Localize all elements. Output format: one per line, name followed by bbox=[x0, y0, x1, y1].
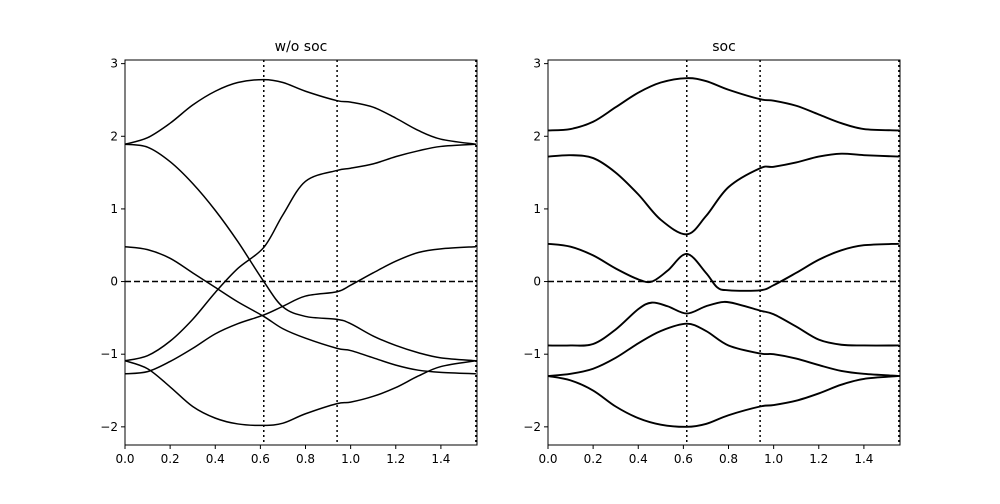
x-tick-label: 1.0 bbox=[341, 452, 360, 466]
x-tick-label: 0.4 bbox=[206, 452, 225, 466]
x-tick-label: 1.4 bbox=[854, 452, 873, 466]
x-tick-label: 1.4 bbox=[431, 452, 450, 466]
x-tick-label: 0.6 bbox=[674, 452, 693, 466]
band-line-6 bbox=[125, 359, 476, 427]
y-tick-label: 1 bbox=[533, 202, 541, 216]
y-tick-label: −2 bbox=[523, 420, 541, 434]
y-tick-label: 3 bbox=[533, 57, 541, 71]
x-tick-label: 0.2 bbox=[161, 452, 180, 466]
x-tick-label: 0.0 bbox=[538, 452, 557, 466]
band-line-5 bbox=[125, 245, 476, 375]
y-tick-label: 1 bbox=[110, 202, 118, 216]
x-tick-label: 0.4 bbox=[629, 452, 648, 466]
x-tick-label: 1.2 bbox=[809, 452, 828, 466]
x-tick-label: 0.8 bbox=[719, 452, 738, 466]
x-tick-label: 0.6 bbox=[251, 452, 270, 466]
plot-content bbox=[125, 60, 477, 445]
band-line-4 bbox=[548, 300, 899, 347]
band-line-2 bbox=[125, 143, 476, 362]
y-tick-label: −1 bbox=[100, 347, 118, 361]
axes-frame bbox=[547, 59, 901, 446]
panel-soc: soc 0.0 0.2 0.4 0.6 0.8 1.0 1.2 1.4 −2 −1 0 1 2 3 bbox=[523, 39, 901, 466]
y-tick-label: 0 bbox=[110, 275, 118, 289]
panel-title: soc bbox=[712, 39, 736, 55]
y-tick-label: 2 bbox=[110, 129, 118, 143]
y-tick-label: 3 bbox=[110, 57, 118, 71]
band-line-6 bbox=[548, 375, 899, 428]
band-line-5 bbox=[548, 322, 899, 377]
band-line-1 bbox=[125, 78, 476, 146]
plot-area: 0.0 0.2 0.4 0.6 0.8 1.0 1.2 1.4 −2 −1 0 1 2 3 bbox=[100, 57, 478, 466]
panel-title: w/o soc bbox=[275, 39, 328, 55]
band-line-2 bbox=[548, 152, 899, 236]
x-tick-label: 0.8 bbox=[296, 452, 315, 466]
y-tick-label: −2 bbox=[100, 420, 118, 434]
plot-area: 0.0 0.2 0.4 0.6 0.8 1.0 1.2 1.4 −2 −1 0 1 2 3 bbox=[523, 57, 901, 466]
x-tick-label: 0.2 bbox=[584, 452, 603, 466]
x-tick-label: 1.2 bbox=[386, 452, 405, 466]
panel-without-soc: w/o soc 0.0 0.2 0.4 0.6 0.8 1.0 1.2 1.4 −2 −1 0 1 2 3 bbox=[100, 39, 478, 466]
plot-content bbox=[548, 60, 900, 445]
x-tick-label: 0.0 bbox=[115, 452, 134, 466]
band-line-4 bbox=[125, 143, 476, 362]
x-tick-label: 1.0 bbox=[764, 452, 783, 466]
axes-frame bbox=[124, 59, 478, 446]
y-tick-label: −1 bbox=[523, 347, 541, 361]
y-tick-label: 0 bbox=[533, 275, 541, 289]
band-line-3 bbox=[125, 245, 476, 375]
y-tick-label: 2 bbox=[533, 129, 541, 143]
band-line-1 bbox=[548, 77, 899, 132]
